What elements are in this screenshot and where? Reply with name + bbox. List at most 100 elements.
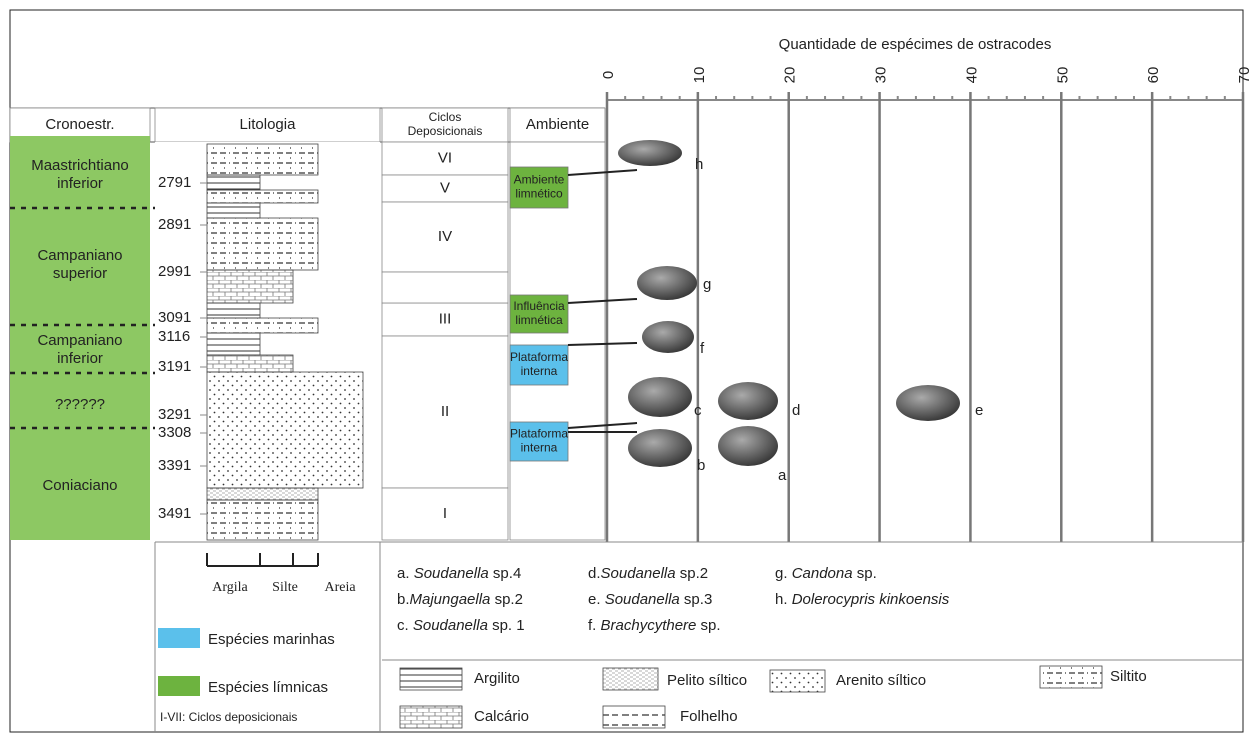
legend-note: I-VII: Ciclos deposicionais xyxy=(160,710,297,724)
legend-swatch xyxy=(769,669,826,693)
box xyxy=(381,335,509,489)
word: Maastrichtiano xyxy=(31,157,129,174)
ostracode-specimen xyxy=(637,266,697,300)
word: Plataforma xyxy=(510,427,568,441)
lithology-unit xyxy=(206,143,319,176)
depth-label: 3191 xyxy=(158,358,191,375)
grain-scale: Silte xyxy=(272,580,298,595)
lithology-unit xyxy=(206,269,294,304)
specimen-label: h xyxy=(695,156,703,173)
tick-label: 50 xyxy=(1054,67,1071,84)
lithology-unit xyxy=(206,174,261,191)
legend-label: Espécies marinhas xyxy=(208,631,335,648)
legend-swatch xyxy=(399,705,463,729)
environment-label: Plataforma interna xyxy=(510,427,568,455)
lithology-unit xyxy=(206,189,319,204)
species-part: Candona xyxy=(792,565,853,582)
lithology-unit xyxy=(206,217,319,271)
lithology-unit xyxy=(206,302,261,319)
box xyxy=(381,487,509,541)
cycle-label: VI xyxy=(438,149,452,166)
word: Ambiente xyxy=(514,173,565,187)
lithology-unit xyxy=(206,332,261,356)
legend-swatch xyxy=(602,705,666,729)
tick-label: 40 xyxy=(963,67,980,84)
depth-label: 3091 xyxy=(158,309,191,326)
species-part: sp.4 xyxy=(489,565,522,582)
header: Cronoestr. xyxy=(45,116,114,133)
legend-label: Arenito síltico xyxy=(836,672,926,689)
specimen-label: a xyxy=(778,467,787,484)
depth-label: 3291 xyxy=(158,406,191,423)
word: Plataforma xyxy=(510,350,568,364)
ostracode-specimen xyxy=(642,321,694,353)
word: inferior xyxy=(57,350,103,367)
word: Campaniano xyxy=(37,332,122,349)
species-part: h. xyxy=(775,591,792,608)
species-part: Brachycythere xyxy=(601,617,697,634)
tick-label: 20 xyxy=(782,67,799,84)
ostracode-specimen xyxy=(896,385,960,421)
chronostrat-label: Campaniano inferior xyxy=(37,332,122,367)
ostracode-specimen xyxy=(718,382,778,420)
box xyxy=(154,107,381,143)
lithology-unit xyxy=(206,499,319,541)
species-part: f. xyxy=(588,617,601,634)
word: limnética xyxy=(515,313,563,327)
grain-scale: Areia xyxy=(324,580,356,595)
ostracode-specimen xyxy=(628,429,692,467)
lithology-unit xyxy=(206,487,319,501)
legend-swatch xyxy=(1039,665,1103,689)
ostracode-specimen xyxy=(618,140,682,166)
legend-label: Siltito xyxy=(1110,668,1147,685)
depth-label: 3491 xyxy=(158,505,191,522)
species-label: e. Soudanella sp.3 xyxy=(588,591,712,608)
species-part: e. xyxy=(588,591,605,608)
depth-label: 2891 xyxy=(158,216,191,233)
word: Campaniano xyxy=(37,247,122,264)
species-part: g. xyxy=(775,565,792,582)
grain-scale: Argila xyxy=(212,580,248,595)
box xyxy=(381,107,509,143)
environment-box xyxy=(509,344,569,386)
word: superior xyxy=(53,265,107,282)
species-part: Soudanella xyxy=(601,565,676,582)
specimen-label: f xyxy=(700,340,705,357)
legend-label: Espécies límnicas xyxy=(208,679,328,696)
box xyxy=(509,107,606,143)
species-label: d.Soudanella sp.2 xyxy=(588,565,708,582)
species-label: f. Brachycythere sp. xyxy=(588,617,721,634)
species-part: b. xyxy=(397,591,410,608)
header-word: Ciclos xyxy=(429,110,462,124)
legend-swatch xyxy=(158,676,200,696)
header-word: Deposicionais xyxy=(408,124,483,138)
header: Ciclos Deposicionais xyxy=(408,110,483,138)
tick-label: 70 xyxy=(1236,67,1253,84)
species-part: sp. 1 xyxy=(488,617,525,634)
box xyxy=(381,141,509,176)
box xyxy=(381,271,509,304)
lithology-unit xyxy=(206,202,261,219)
cycle-label: I xyxy=(443,505,447,522)
legend-swatch xyxy=(158,628,200,648)
header: Ambiente xyxy=(526,116,589,133)
axis-title: Quantidade de espécimes de ostracodes xyxy=(779,36,1052,53)
species-part: Dolerocypris kinkoensis xyxy=(792,591,950,608)
environment-box xyxy=(509,166,569,209)
species-label: b.Majungaella sp.2 xyxy=(397,591,523,608)
box xyxy=(381,302,509,337)
legend-swatch xyxy=(399,667,463,691)
legend-label: Argilito xyxy=(474,670,520,687)
environment-label: Plataforma interna xyxy=(510,350,568,378)
depth-label: 2991 xyxy=(158,263,191,280)
species-part: sp.3 xyxy=(680,591,713,608)
species-part: Soudanella xyxy=(414,565,489,582)
tick-label: 0 xyxy=(600,71,617,79)
lithology-unit xyxy=(206,354,294,373)
species-label: a. Soudanella sp.4 xyxy=(397,565,521,582)
tick-label: 60 xyxy=(1145,67,1162,84)
depth-label: 3391 xyxy=(158,457,191,474)
legend-label: Folhelho xyxy=(680,708,738,725)
word: inferior xyxy=(57,175,103,192)
